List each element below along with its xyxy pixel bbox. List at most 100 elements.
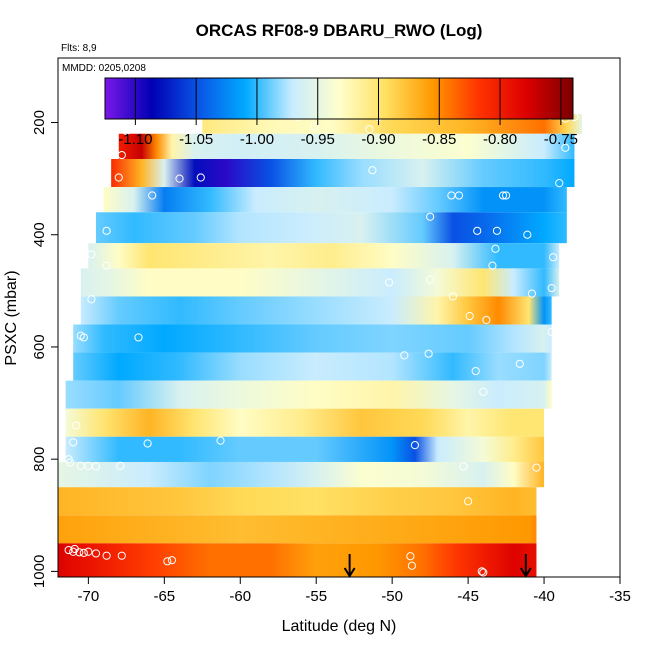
- sample-point: [477, 567, 486, 576]
- colorbar-tick-label: -1.10: [118, 131, 152, 148]
- colorbar-tick-label: -0.95: [301, 131, 335, 148]
- sample-point: [75, 548, 84, 557]
- colorbar-tick-label: -0.80: [483, 131, 517, 148]
- x-tick-label: -40: [533, 588, 555, 605]
- sample-point: [491, 244, 500, 253]
- sample-point: [400, 351, 409, 360]
- plot-frame: [57, 57, 621, 578]
- sample-point: [91, 462, 101, 471]
- sample-point: [406, 552, 415, 561]
- sample-point: [488, 261, 497, 270]
- sample-point: [465, 311, 474, 321]
- sample-point: [117, 551, 126, 560]
- x-tick-label: -65: [153, 588, 175, 605]
- data-band: [73, 352, 552, 381]
- sample-point: [116, 461, 125, 471]
- colorbar-bar: [104, 77, 574, 120]
- sample-point: [547, 327, 556, 336]
- arrow-head: [343, 567, 356, 578]
- data-layer: [58, 111, 617, 578]
- x-tick-label: -60: [229, 588, 251, 605]
- sample-point: [492, 226, 502, 235]
- sample-point: [424, 349, 433, 358]
- sample-point: [216, 436, 225, 445]
- sample-point: [459, 462, 468, 471]
- sample-point: [117, 150, 126, 160]
- x-tick-label: -70: [78, 588, 100, 605]
- colorbar-tick-label: -0.75: [544, 131, 578, 148]
- flights-label: Flts: 8,9: [61, 43, 97, 54]
- sample-point: [532, 463, 541, 472]
- sample-point: [473, 226, 482, 235]
- sample-point: [523, 230, 532, 239]
- sample-point: [102, 551, 111, 560]
- sample-point: [64, 455, 73, 464]
- data-band: [58, 487, 537, 516]
- data-band: [111, 158, 575, 188]
- sample-point: [102, 261, 111, 270]
- data-band: [80, 296, 552, 325]
- sample-point: [365, 125, 374, 134]
- x-axis-label: Latitude (deg N): [282, 618, 397, 635]
- sample-point: [454, 191, 464, 200]
- x-tick-label: -35: [609, 588, 631, 605]
- sample-point: [527, 289, 537, 298]
- sample-point: [547, 283, 556, 293]
- data-band: [58, 543, 537, 577]
- data-band: [65, 380, 552, 409]
- sample-point: [72, 421, 81, 430]
- data-band: [118, 133, 575, 159]
- sample-point: [479, 387, 488, 396]
- sample-point: [122, 126, 131, 136]
- sample-point: [310, 122, 319, 131]
- sample-point: [148, 191, 157, 200]
- arrow-marker: [519, 554, 532, 578]
- sample-point: [515, 359, 524, 368]
- data-band: [58, 461, 545, 488]
- data-band: [65, 436, 545, 462]
- sample-point: [175, 174, 184, 183]
- x-tick-label: -45: [457, 588, 479, 605]
- sample-point: [91, 549, 101, 558]
- data-band: [58, 515, 537, 544]
- sample-point: [385, 278, 394, 287]
- sample-point: [448, 292, 458, 301]
- sample-point: [167, 556, 177, 565]
- sample-point: [555, 179, 564, 188]
- sample-point: [84, 547, 93, 556]
- axes-layer: -70 -65 -60 -55 -50 -45 -40 -35 200 400 600 800 1000: [31, 110, 631, 605]
- x-tick-label: -55: [305, 588, 327, 605]
- sample-point: [407, 561, 417, 570]
- y-tick-label: 600: [31, 334, 48, 359]
- sample-point: [471, 366, 480, 376]
- mmdd-label: MMDD: 0205,0208: [62, 63, 146, 74]
- data-band: [88, 243, 560, 269]
- y-tick-label: 400: [31, 222, 48, 247]
- colorbar-tick-label: -0.85: [422, 131, 456, 148]
- x-tick-label: -50: [381, 588, 403, 605]
- sample-point: [196, 173, 205, 182]
- sample-point: [114, 173, 123, 182]
- sample-point: [501, 191, 511, 200]
- sample-point: [608, 112, 617, 122]
- data-band: [80, 268, 560, 297]
- sample-point: [143, 439, 152, 448]
- y-tick-label: 1000: [31, 555, 48, 588]
- sample-point: [87, 216, 96, 225]
- sample-point: [134, 333, 143, 342]
- sample-point: [597, 112, 606, 122]
- y-tick-label: 200: [31, 110, 48, 135]
- arrow-marker: [343, 554, 356, 578]
- colorbar-tick-label: -1.05: [179, 131, 213, 148]
- sample-point: [410, 441, 420, 450]
- colorbar: -1.10 -1.05 -1.00 -0.95 -0.90 -0.85 -0.80 -0.75: [104, 77, 578, 148]
- data-band: [73, 324, 552, 353]
- sample-point: [482, 315, 491, 325]
- sample-point: [76, 331, 85, 340]
- sample-point: [426, 275, 435, 284]
- sample-point: [426, 212, 435, 221]
- sample-point: [64, 545, 73, 555]
- sample-point: [69, 547, 78, 556]
